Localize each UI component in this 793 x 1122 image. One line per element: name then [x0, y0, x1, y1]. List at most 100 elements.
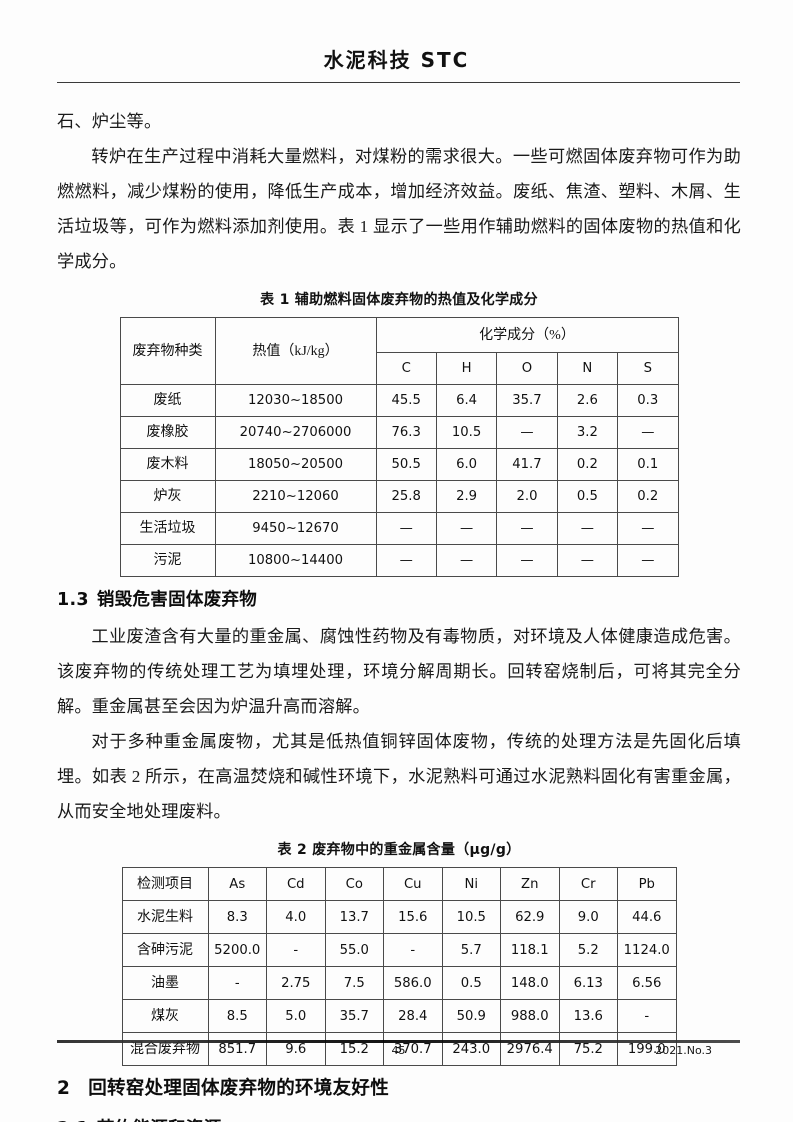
table-2-cell-as: 851.7: [207, 1032, 267, 1066]
table-1-cell-o: —: [496, 512, 558, 545]
table-2-cell-cd: 4.0: [266, 900, 326, 934]
table-row: 含砷污泥 5200.0 - 55.0 - 5.7 118.1 5.2 1124.…: [121, 933, 677, 967]
table-1-cell-o: 35.7: [496, 384, 558, 417]
table-row: 油墨 - 2.75 7.5 586.0 0.5 148.0 6.13 6.56: [121, 966, 677, 1000]
section-heading-2: 2 回转窑处理固体废弃物的环境友好性: [57, 1072, 741, 1106]
table-1-cell-n: 0.2: [556, 448, 619, 481]
table-1-col-waste-type: 废弃物种类: [119, 317, 216, 385]
table-1-cell-c: 76.3: [375, 416, 437, 449]
table-2-row-label: 含砷污泥: [121, 933, 209, 967]
table-1-cell-heat: 18050~20500: [214, 448, 377, 481]
journal-title: 水泥科技 STC: [323, 48, 470, 72]
table-2-cell-pb: 6.56: [617, 966, 677, 1000]
page-number: 45: [391, 1044, 406, 1057]
section-number: 1.3: [57, 590, 89, 610]
table-1-caption: 表 1 辅助燃料固体废弃物的热值及化学成分: [260, 292, 538, 308]
table-1-cell-heat: 9450~12670: [214, 512, 377, 545]
table-2-cell-co: 55.0: [324, 933, 384, 967]
table-1-col-h: H: [435, 352, 498, 385]
table-1-cell-heat: 12030~18500: [214, 384, 377, 417]
table-2-cell-zn: 2976.4: [500, 1032, 560, 1066]
table-2-cell-ni: 10.5: [441, 900, 501, 934]
table-1-row-label: 污泥: [119, 544, 216, 577]
table-row: 煤灰 8.5 5.0 35.7 28.4 50.9 988.0 13.6 -: [121, 999, 677, 1033]
table-1-block: 表 1 辅助燃料固体废弃物的热值及化学成分 废弃物种类 热值（kJ/kg） 化学…: [57, 287, 741, 577]
section-title: 节约能源和资源: [97, 1119, 222, 1122]
table-2-cell-zn: 118.1: [500, 933, 560, 967]
table-2-body: 水泥生料 8.3 4.0 13.7 15.6 10.5 62.9 9.0 44.…: [121, 900, 677, 1066]
table-1-row-label: 炉灰: [119, 480, 216, 513]
table-1-col-o: O: [496, 352, 558, 385]
table-1-cell-s: 0.1: [617, 448, 679, 481]
table-1: 废弃物种类 热值（kJ/kg） 化学成分（%） C H O N S 废纸: [119, 317, 679, 577]
table-1-cell-s: —: [617, 416, 679, 449]
table-2-col-co: Co: [324, 867, 384, 901]
table-1-cell-s: 0.3: [617, 384, 679, 417]
body-column: 石、炉尘等。 转炉在生产过程中消耗大量燃料，对煤粉的需求很大。一些可燃固体废弃物…: [57, 104, 741, 1122]
table-2-cell-cu: -: [383, 933, 443, 967]
table-1-cell-h: —: [435, 544, 498, 577]
table-2-cell-ni: 243.0: [441, 1032, 501, 1066]
table-1-col-c: C: [375, 352, 437, 385]
section-title: 销毁危害固体废弃物: [96, 590, 258, 610]
table-2-cell-cr: 5.2: [558, 933, 618, 967]
running-header: 水泥科技 STC: [0, 44, 793, 96]
table-2-cell-cd: 2.75: [266, 966, 326, 1000]
table-2-cell-co: 35.7: [324, 999, 384, 1033]
table-1-cell-o: 41.7: [496, 448, 558, 481]
table-1-col-chemical-group: 化学成分（%）: [375, 317, 679, 353]
table-2-cell-as: -: [207, 966, 267, 1000]
table-2-cell-ni: 50.9: [441, 999, 501, 1033]
table-1-header-row-top: 废弃物种类 热值（kJ/kg） 化学成分（%）: [119, 317, 679, 385]
table-2-cell-as: 8.5: [207, 999, 267, 1033]
table-2-header-row: 检测项目 As Cd Co Cu Ni Zn Cr Pb: [121, 867, 677, 901]
table-2-cell-as: 8.3: [207, 900, 267, 934]
table-row: 废纸 12030~18500 45.5 6.4 35.7 2.6 0.3: [119, 384, 679, 417]
table-2-col-pb: Pb: [617, 867, 677, 901]
table-2-cell-cd: 9.6: [266, 1032, 326, 1066]
table-2-cell-zn: 148.0: [500, 966, 560, 1000]
table-1-cell-h: 10.5: [435, 416, 498, 449]
table-2-col-zn: Zn: [500, 867, 560, 901]
table-1-col-s: S: [617, 352, 679, 385]
table-2-cell-cu: 586.0: [383, 966, 443, 1000]
table-1-cell-o: —: [496, 544, 558, 577]
table-1-cell-n: —: [556, 512, 619, 545]
table-1-cell-n: 3.2: [556, 416, 619, 449]
table-1-row-label: 废木料: [119, 448, 216, 481]
table-2-row-label: 水泥生料: [121, 900, 209, 934]
table-2-caption: 表 2 废弃物中的重金属含量（μg/g）: [277, 842, 521, 858]
paragraph-fuel-demand: 转炉在生产过程中消耗大量燃料，对煤粉的需求很大。一些可燃固体废弃物可作为助燃燃料…: [57, 147, 741, 271]
table-2-cell-cu: 15.6: [383, 900, 443, 934]
table-1-cell-n: —: [556, 544, 619, 577]
table-2: 检测项目 As Cd Co Cu Ni Zn Cr Pb 水泥生料 8.3: [121, 867, 677, 1066]
paragraph-hazard-destruction: 工业废渣含有大量的重金属、腐蚀性药物及有毒物质，对环境及人体健康造成危害。该废弃…: [57, 627, 741, 716]
table-2-cell-cr: 13.6: [558, 999, 618, 1033]
table-2-col-item: 检测项目: [121, 867, 209, 901]
table-2-cell-ni: 0.5: [441, 966, 501, 1000]
table-2-cell-co: 15.2: [324, 1032, 384, 1066]
table-1-cell-s: —: [617, 544, 679, 577]
section-number: 2: [57, 1078, 71, 1099]
table-2-block: 表 2 废弃物中的重金属含量（μg/g） 检测项目 As Cd Co Cu Ni: [57, 837, 741, 1066]
table-1-cell-n: 2.6: [556, 384, 619, 417]
paragraph-continuation: 石、炉尘等。: [57, 112, 162, 131]
table-1-cell-c: 45.5: [375, 384, 437, 417]
table-1-cell-s: 0.2: [617, 480, 679, 513]
running-footer: 45 2021.No.3: [57, 1044, 740, 1064]
table-2-col-cu: Cu: [383, 867, 443, 901]
table-1-cell-c: 25.8: [375, 480, 437, 513]
table-2-cell-co: 7.5: [324, 966, 384, 1000]
table-2-col-ni: Ni: [441, 867, 501, 901]
table-1-cell-heat: 2210~12060: [214, 480, 377, 513]
footer-divider: [57, 1040, 740, 1043]
table-row: 生活垃圾 9450~12670 — — — — —: [119, 512, 679, 545]
table-2-cell-cu: 28.4: [383, 999, 443, 1033]
table-2-cell-zn: 988.0: [500, 999, 560, 1033]
table-2-row-label: 煤灰: [121, 999, 209, 1033]
table-1-row-label: 废纸: [119, 384, 216, 417]
table-1-col-heat-value: 热值（kJ/kg）: [214, 317, 377, 385]
paragraph-heavy-metal-waste: 对于多种重金属废物，尤其是低热值铜锌固体废物，传统的处理方法是先固化后填埋。如表…: [57, 732, 741, 821]
table-1-cell-h: 6.4: [435, 384, 498, 417]
